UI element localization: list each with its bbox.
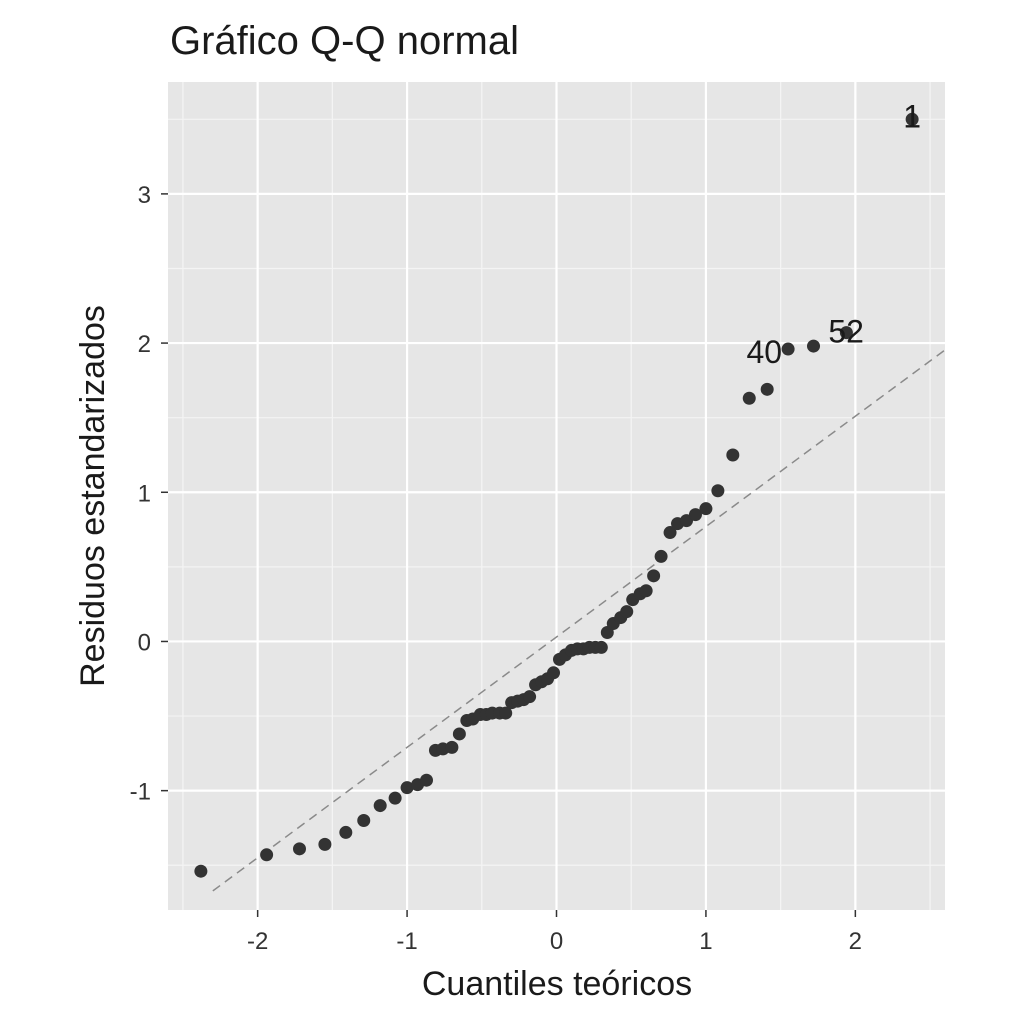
data-point: [647, 569, 661, 583]
data-point: [620, 605, 634, 619]
reference-line: [212, 349, 946, 892]
data-point: [807, 339, 821, 353]
x-axis-title: Cuantiles teóricos: [422, 965, 692, 1003]
data-point: [688, 508, 702, 522]
major-gridlines: [168, 82, 945, 910]
data-point: [292, 842, 306, 856]
x-tick-label: -1: [396, 928, 417, 955]
data-point: [420, 773, 434, 787]
y-tick-label: 2: [138, 331, 151, 358]
x-tick-label: 1: [699, 928, 712, 955]
data-point: [594, 640, 608, 654]
data-point: [445, 740, 459, 754]
x-tick-label: 2: [849, 928, 862, 955]
data-point: [400, 781, 414, 795]
point-label: 52: [828, 314, 864, 350]
data-point: [260, 848, 274, 862]
data-point: [781, 342, 795, 356]
data-point: [711, 484, 725, 498]
y-axis-title: Residuos estandarizados: [74, 305, 112, 687]
x-axis-ticks: -2 -1 0 1 2: [247, 910, 862, 955]
data-point: [339, 825, 353, 839]
data-point: [318, 837, 332, 851]
data-point: [699, 502, 713, 516]
data-points: [194, 112, 919, 878]
data-point: [663, 526, 677, 540]
y-tick-label: 3: [138, 182, 151, 209]
data-point: [905, 112, 919, 126]
data-point: [639, 584, 653, 598]
data-point: [452, 727, 466, 741]
x-tick-label: 0: [550, 928, 563, 955]
y-tick-label: 0: [138, 629, 151, 656]
y-axis-ticks: -1 0 1 2 3: [130, 182, 168, 806]
y-tick-label: -1: [130, 779, 151, 806]
data-point: [654, 549, 668, 563]
point-labels: 40 52 1: [747, 98, 922, 370]
data-point: [373, 799, 387, 813]
chart-title: Gráfico Q-Q normal: [170, 19, 519, 63]
data-point: [499, 706, 513, 720]
data-point: [547, 666, 561, 680]
point-label: 40: [747, 334, 783, 370]
data-point: [523, 690, 537, 704]
data-point: [194, 864, 208, 878]
data-point: [726, 448, 740, 462]
data-point: [760, 382, 774, 396]
x-tick-label: -2: [247, 928, 268, 955]
data-point: [742, 391, 756, 405]
point-label: 1: [903, 98, 921, 134]
data-point: [357, 813, 371, 827]
y-tick-label: 1: [138, 480, 151, 507]
data-point: [388, 791, 402, 805]
data-point: [839, 326, 853, 340]
